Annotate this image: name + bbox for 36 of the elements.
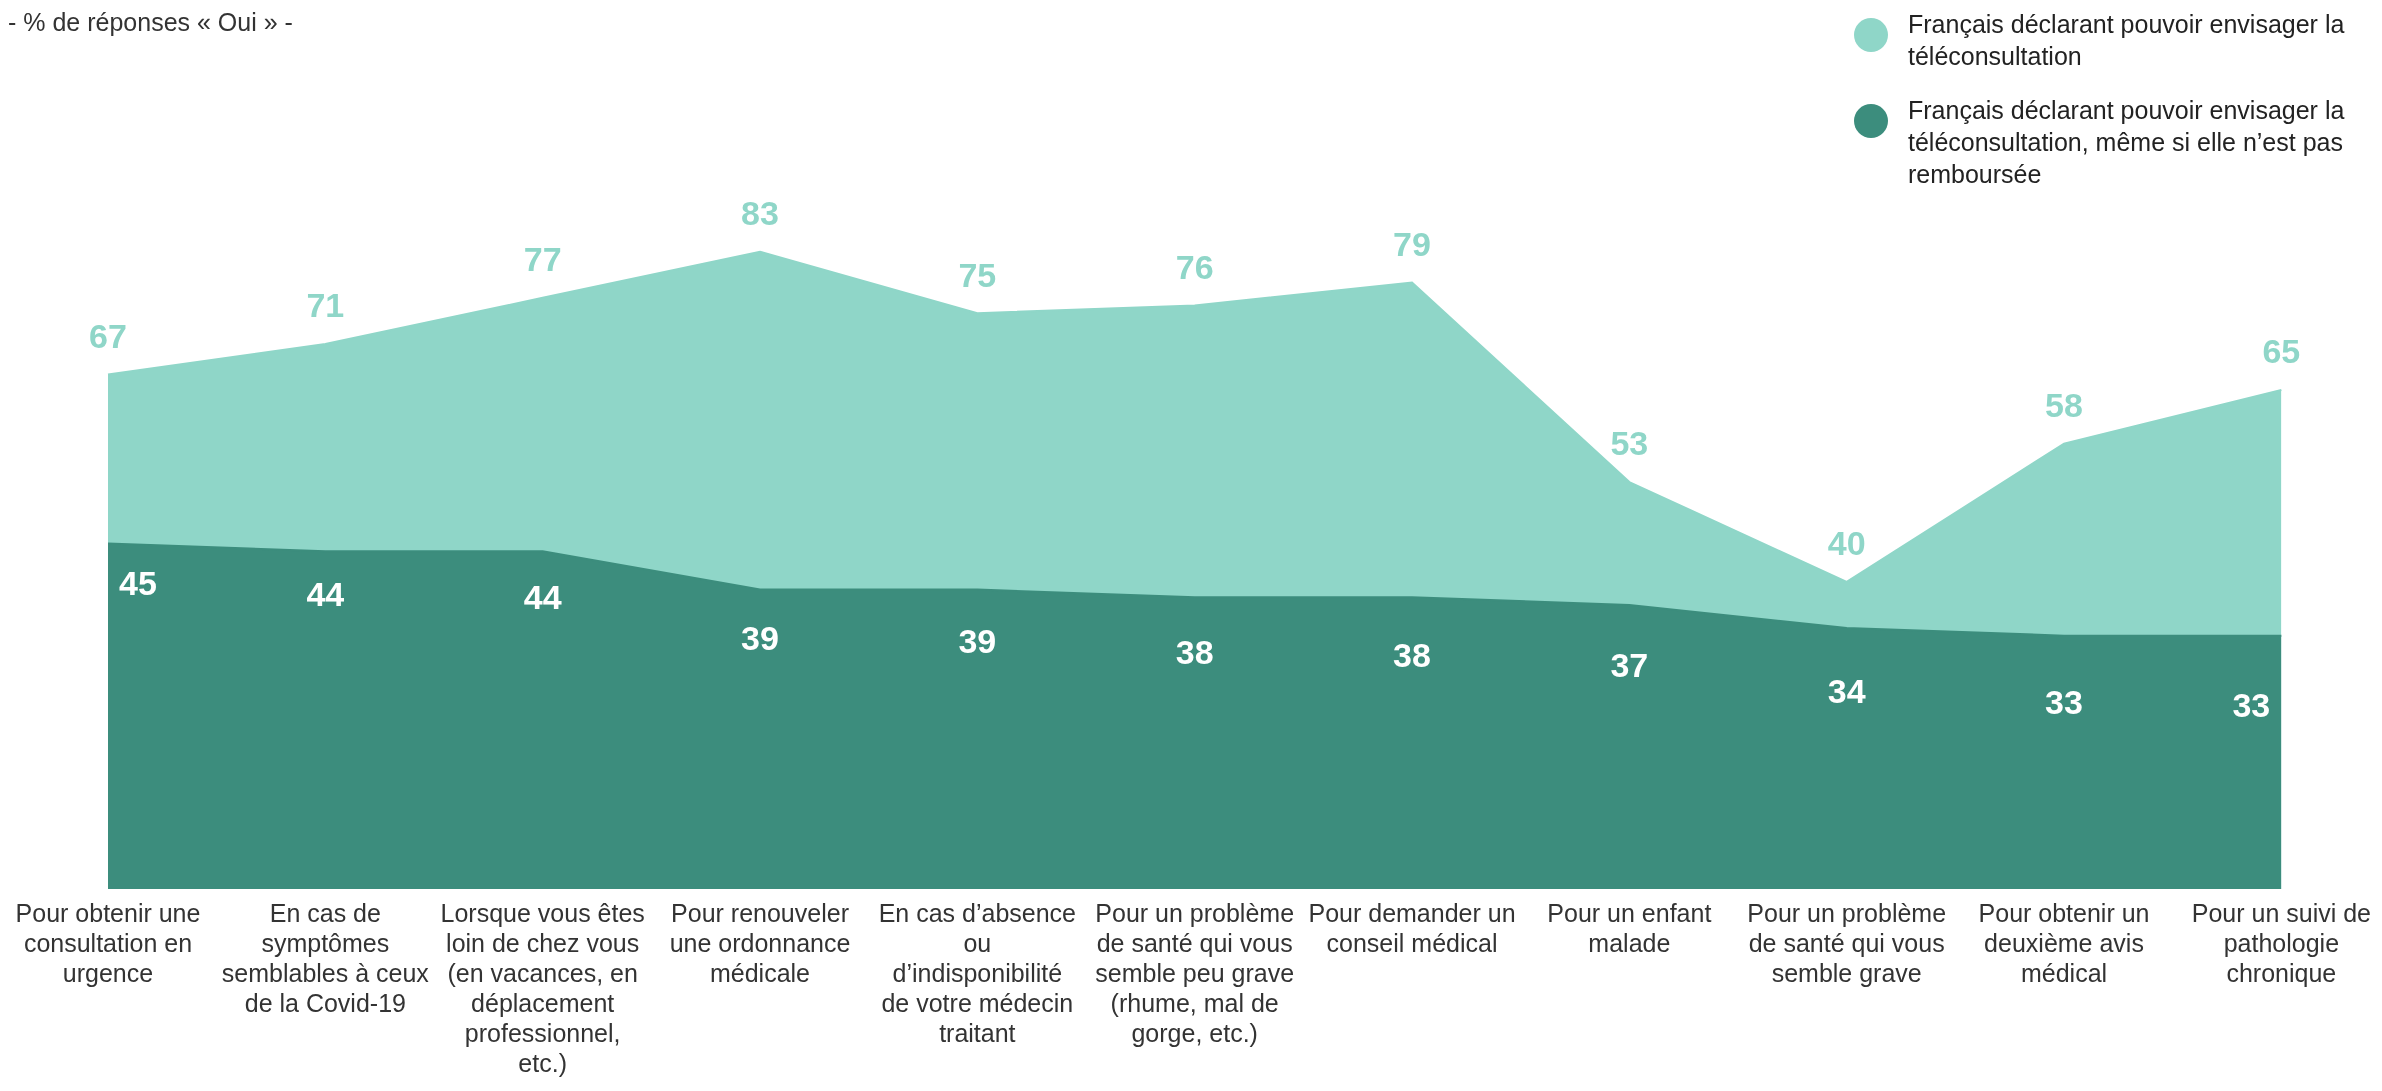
data-label: 37: [1610, 646, 1649, 685]
chart-subtitle: - % de réponses « Oui » -: [8, 8, 293, 37]
data-label: 33: [2045, 683, 2083, 722]
data-label: 33: [2232, 686, 2271, 725]
data-label: 83: [741, 194, 779, 233]
x-tick-label: Pour un suivi de pathologie chronique: [2191, 898, 2371, 987]
data-label: 38: [1393, 635, 1431, 674]
data-label: 77: [523, 240, 562, 279]
data-label: 53: [1610, 424, 1649, 463]
x-tick-label: Pour renouveler une ordonnance médicale: [669, 898, 851, 987]
data-label: 39: [741, 618, 779, 657]
x-tick-label: Pour un problème de santé qui vous semble grave: [1747, 898, 1947, 987]
data-label: 44: [306, 574, 345, 613]
x-tick-label: Pour un problème de santé qui vous semble peu grave (rhume, mal de gorge, etc.): [1095, 898, 1295, 1047]
legend-label: Français déclarant pouvoir envisager la téléconsultation, même si elle n’est pas remboursée: [1908, 95, 2346, 190]
data-label: 71: [306, 286, 345, 325]
data-label: 45: [119, 563, 157, 602]
data-label: 38: [1175, 632, 1214, 671]
x-tick-label: En cas de symptômes semblables à ceux de la Covid-19: [221, 898, 430, 1017]
data-label: 44: [523, 577, 562, 616]
data-label: 65: [2262, 332, 2301, 371]
data-label: 75: [958, 255, 997, 294]
data-label: 76: [1175, 247, 1214, 286]
x-tick-label: Pour obtenir un deuxième avis médical: [1978, 898, 2150, 987]
data-label: 39: [958, 621, 997, 660]
x-tick-label: Pour demander un conseil médical: [1308, 898, 1516, 957]
data-label: 58: [2045, 386, 2083, 425]
x-tick-label: Pour un enfant malade: [1547, 898, 1712, 957]
x-tick-label: Lorsque vous êtes loin de chez vous (en vacances, en déplacement professionnel, etc.): [440, 898, 645, 1077]
x-tick-label: En cas d’absence ou d’indisponibilité de votre médecin traitant: [878, 898, 1077, 1047]
data-label: 67: [89, 316, 127, 355]
data-label: 34: [1827, 672, 1866, 711]
x-tick-label: Pour obtenir une consultation en urgence: [15, 898, 201, 987]
data-label: 79: [1393, 224, 1431, 263]
legend-label: Français déclarant pouvoir envisager la téléconsultation: [1908, 9, 2346, 72]
data-label: 40: [1827, 524, 1866, 563]
